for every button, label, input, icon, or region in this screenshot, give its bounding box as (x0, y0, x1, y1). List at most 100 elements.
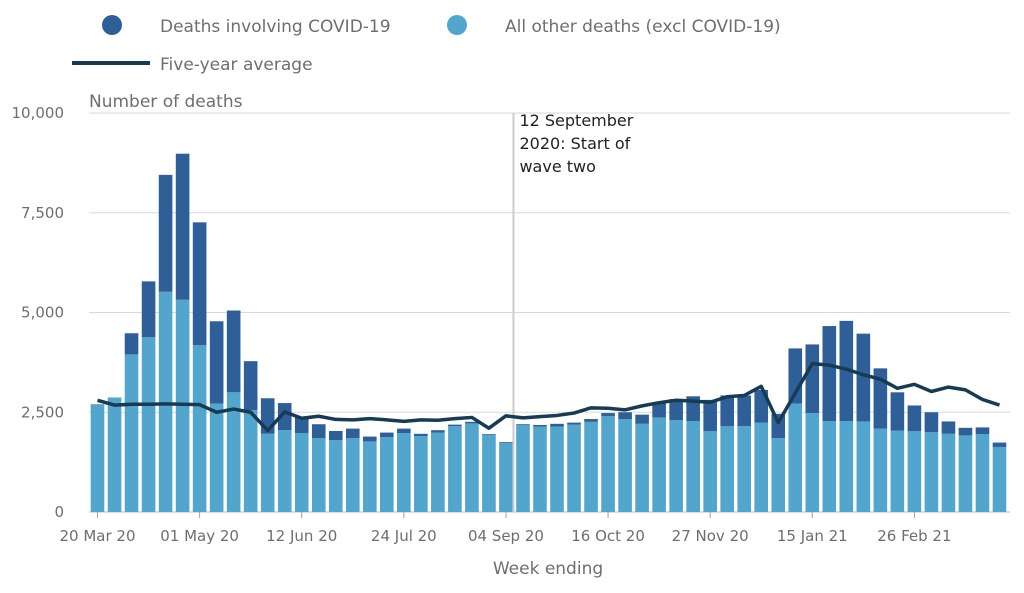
bar-other-deaths (362, 441, 377, 512)
bar-other-deaths (890, 430, 905, 512)
bar-covid-deaths (158, 174, 173, 292)
legend-average-label: Five-year average (160, 55, 313, 75)
x-tick-label: 16 Oct 20 (571, 527, 645, 545)
bar-covid-deaths (618, 412, 632, 420)
bar-covid-deaths (992, 442, 1007, 447)
bar-covid-deaths (345, 428, 360, 439)
bar-other-deaths (703, 431, 717, 512)
bar-other-deaths (294, 432, 309, 512)
bar-other-deaths (771, 438, 786, 512)
bar-other-deaths (158, 291, 173, 512)
bar-other-deaths (822, 421, 837, 512)
x-axis-title: Week ending (493, 559, 603, 579)
bar-covid-deaths (805, 344, 820, 414)
x-tick-label: 27 Nov 20 (672, 527, 749, 545)
bar-other-deaths (907, 431, 922, 512)
x-axis: 20 Mar 20 01 May 20 12 Jun 20 24 Jul 20 04 S… (60, 512, 952, 545)
x-tick-label: 26 Feb 21 (877, 527, 951, 545)
legend-covid-swatch (102, 15, 122, 35)
bar-other-deaths (550, 426, 564, 512)
bar-other-deaths (141, 337, 156, 512)
five-year-average-line (97, 361, 1001, 433)
bar-covid-deaths (499, 442, 513, 443)
bar-other-deaths (992, 446, 1007, 512)
y-tick-label: 0 (54, 503, 64, 521)
bar-other-deaths (754, 422, 769, 512)
bar-covid-deaths (175, 153, 190, 300)
bar-other-deaths (652, 417, 666, 512)
bar-other-deaths (380, 436, 394, 512)
bar-other-deaths (958, 435, 973, 512)
bar-other-deaths (788, 403, 803, 512)
x-tick-label: 24 Jul 20 (371, 527, 437, 545)
bar-other-deaths (533, 426, 547, 512)
bar-other-deaths (635, 423, 649, 512)
legend: Deaths involving COVID-19 All other deat… (72, 15, 781, 75)
bars (90, 153, 1007, 512)
bar-covid-deaths (890, 392, 905, 431)
bar-covid-deaths (431, 430, 445, 433)
bar-other-deaths (107, 397, 122, 512)
bar-other-deaths (720, 426, 735, 512)
bar-covid-deaths (924, 412, 939, 433)
bar-covid-deaths (124, 333, 139, 355)
y-tick-label: 7,500 (21, 204, 64, 222)
bar-other-deaths (669, 420, 683, 512)
bar-covid-deaths (141, 281, 156, 338)
y-tick-label: 10,000 (12, 104, 65, 122)
bar-other-deaths (345, 438, 360, 512)
bar-other-deaths (448, 426, 462, 512)
bar-other-deaths (90, 404, 105, 512)
bar-covid-deaths (720, 395, 735, 427)
bar-covid-deaths (941, 421, 956, 434)
bar-covid-deaths (635, 414, 649, 424)
legend-covid-label: Deaths involving COVID-19 (160, 17, 391, 37)
bar-other-deaths (260, 433, 275, 512)
bar-other-deaths (397, 432, 411, 512)
bar-covid-deaths (482, 434, 496, 435)
bar-covid-deaths (584, 419, 598, 422)
bar-other-deaths (924, 432, 939, 512)
bar-covid-deaths (192, 222, 207, 346)
y-tick-label: 2,500 (21, 403, 64, 421)
bar-covid-deaths (226, 310, 241, 393)
bar-covid-deaths (380, 432, 394, 437)
average-line-group (97, 361, 1001, 433)
bar-other-deaths (567, 424, 581, 512)
annotation-text: wave two (519, 157, 595, 176)
bar-covid-deaths (243, 361, 258, 411)
bar-covid-deaths (873, 368, 888, 429)
bar-other-deaths (856, 421, 871, 512)
x-tick-label: 12 Jun 20 (266, 527, 337, 545)
bar-covid-deaths (448, 424, 462, 427)
bar-other-deaths (839, 421, 854, 512)
bar-covid-deaths (737, 395, 752, 427)
annotation-text: 2020: Start of (519, 134, 630, 153)
bar-covid-deaths (362, 436, 377, 442)
bar-other-deaths (499, 442, 513, 512)
bar-covid-deaths (975, 427, 990, 435)
legend-other-swatch (447, 15, 467, 35)
bar-covid-deaths (822, 326, 837, 422)
bar-other-deaths (192, 345, 207, 512)
legend-other-label: All other deaths (excl COVID-19) (505, 17, 781, 37)
bar-covid-deaths (907, 405, 922, 432)
x-tick-label: 15 Jan 21 (777, 527, 848, 545)
bar-other-deaths (209, 403, 224, 512)
bar-covid-deaths (856, 333, 871, 422)
annotation: 12 September 2020: Start of wave two (512, 111, 634, 512)
x-tick-label: 01 May 20 (160, 527, 239, 545)
bar-other-deaths (873, 428, 888, 512)
bar-covid-deaths (277, 403, 292, 431)
bar-other-deaths (243, 410, 258, 512)
bar-covid-deaths (209, 321, 224, 404)
bar-other-deaths (941, 433, 956, 512)
bar-other-deaths (686, 421, 700, 512)
bar-covid-deaths (311, 424, 326, 439)
bar-other-deaths (482, 434, 496, 512)
bar-other-deaths (226, 392, 241, 512)
bar-covid-deaths (601, 413, 615, 417)
bar-covid-deaths (533, 425, 547, 427)
bar-other-deaths (277, 430, 292, 512)
